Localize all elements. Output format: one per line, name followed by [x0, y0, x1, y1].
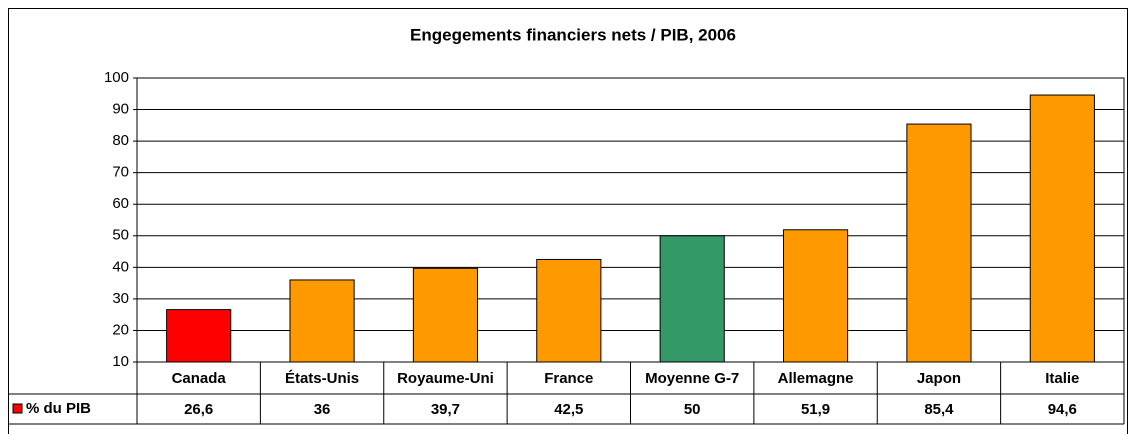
bar: [659, 235, 725, 363]
x-tick-label: France: [544, 370, 593, 387]
value-label: 50: [684, 401, 701, 418]
y-tick-label: 40: [112, 258, 129, 275]
bar: [782, 229, 849, 363]
y-tick-label: 20: [112, 321, 129, 338]
y-tick-label: 80: [112, 132, 129, 149]
value-label: 94,6: [1048, 401, 1077, 418]
y-tick-label: 50: [112, 227, 129, 244]
value-label: 42,5: [554, 401, 583, 418]
y-tick-label: 90: [112, 101, 129, 118]
y-tick-label: 60: [112, 195, 129, 212]
x-tick-label: Japon: [917, 370, 961, 387]
chart-title: Engegements financiers nets / PIB, 2006: [410, 25, 736, 44]
x-tick-label: Moyenne G-7: [645, 370, 739, 387]
value-label: 85,4: [924, 401, 954, 418]
bar: [906, 123, 972, 363]
bar: [289, 279, 355, 363]
value-label: 51,9: [801, 401, 830, 418]
y-tick-label: 10: [112, 353, 129, 370]
value-label: 26,6: [184, 401, 213, 418]
x-tick-label: Royaume-Uni: [397, 370, 494, 387]
x-tick-label: Canada: [172, 370, 227, 387]
y-tick-label: 30: [112, 290, 129, 307]
x-tick-label: États-Unis: [285, 370, 359, 387]
x-tick-label: Italie: [1045, 370, 1079, 387]
y-tick-label: 70: [112, 164, 129, 181]
bar: [536, 258, 602, 363]
bar: [412, 267, 479, 363]
legend-label: % du PIB: [26, 400, 91, 417]
legend-key: [12, 403, 23, 414]
value-label: 39,7: [431, 401, 460, 418]
x-tick-label: Allemagne: [778, 370, 854, 387]
value-label: 36: [314, 401, 331, 418]
bar: [166, 309, 232, 363]
bar: [1029, 94, 1095, 363]
y-tick-label: 100: [104, 69, 129, 86]
